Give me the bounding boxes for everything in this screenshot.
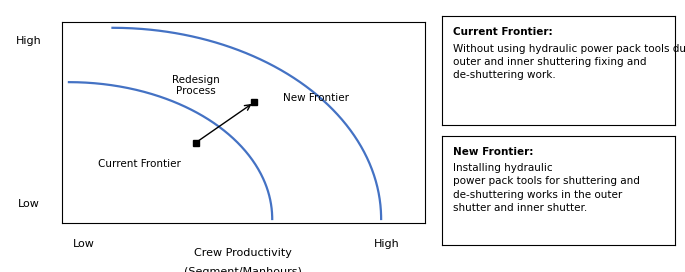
Text: Current Frontier: Current Frontier bbox=[98, 159, 181, 169]
Text: Current Frontier:: Current Frontier: bbox=[453, 27, 553, 37]
Text: New Frontier:: New Frontier: bbox=[453, 147, 534, 157]
Text: High: High bbox=[373, 239, 399, 249]
Text: High: High bbox=[16, 36, 42, 46]
Text: New Frontier: New Frontier bbox=[283, 93, 349, 103]
Text: Crew Productivity: Crew Productivity bbox=[195, 248, 292, 258]
Text: (Segment/Manhours): (Segment/Manhours) bbox=[184, 267, 302, 272]
Text: Low: Low bbox=[73, 239, 95, 249]
Text: Without using hydraulic power pack tools during
outer and inner shuttering fixin: Without using hydraulic power pack tools… bbox=[453, 44, 685, 80]
Text: Low: Low bbox=[18, 199, 40, 209]
Text: Installing hydraulic
power pack tools for shuttering and
de-shuttering works in : Installing hydraulic power pack tools fo… bbox=[453, 163, 640, 213]
Text: Redesign
Process: Redesign Process bbox=[172, 75, 220, 96]
